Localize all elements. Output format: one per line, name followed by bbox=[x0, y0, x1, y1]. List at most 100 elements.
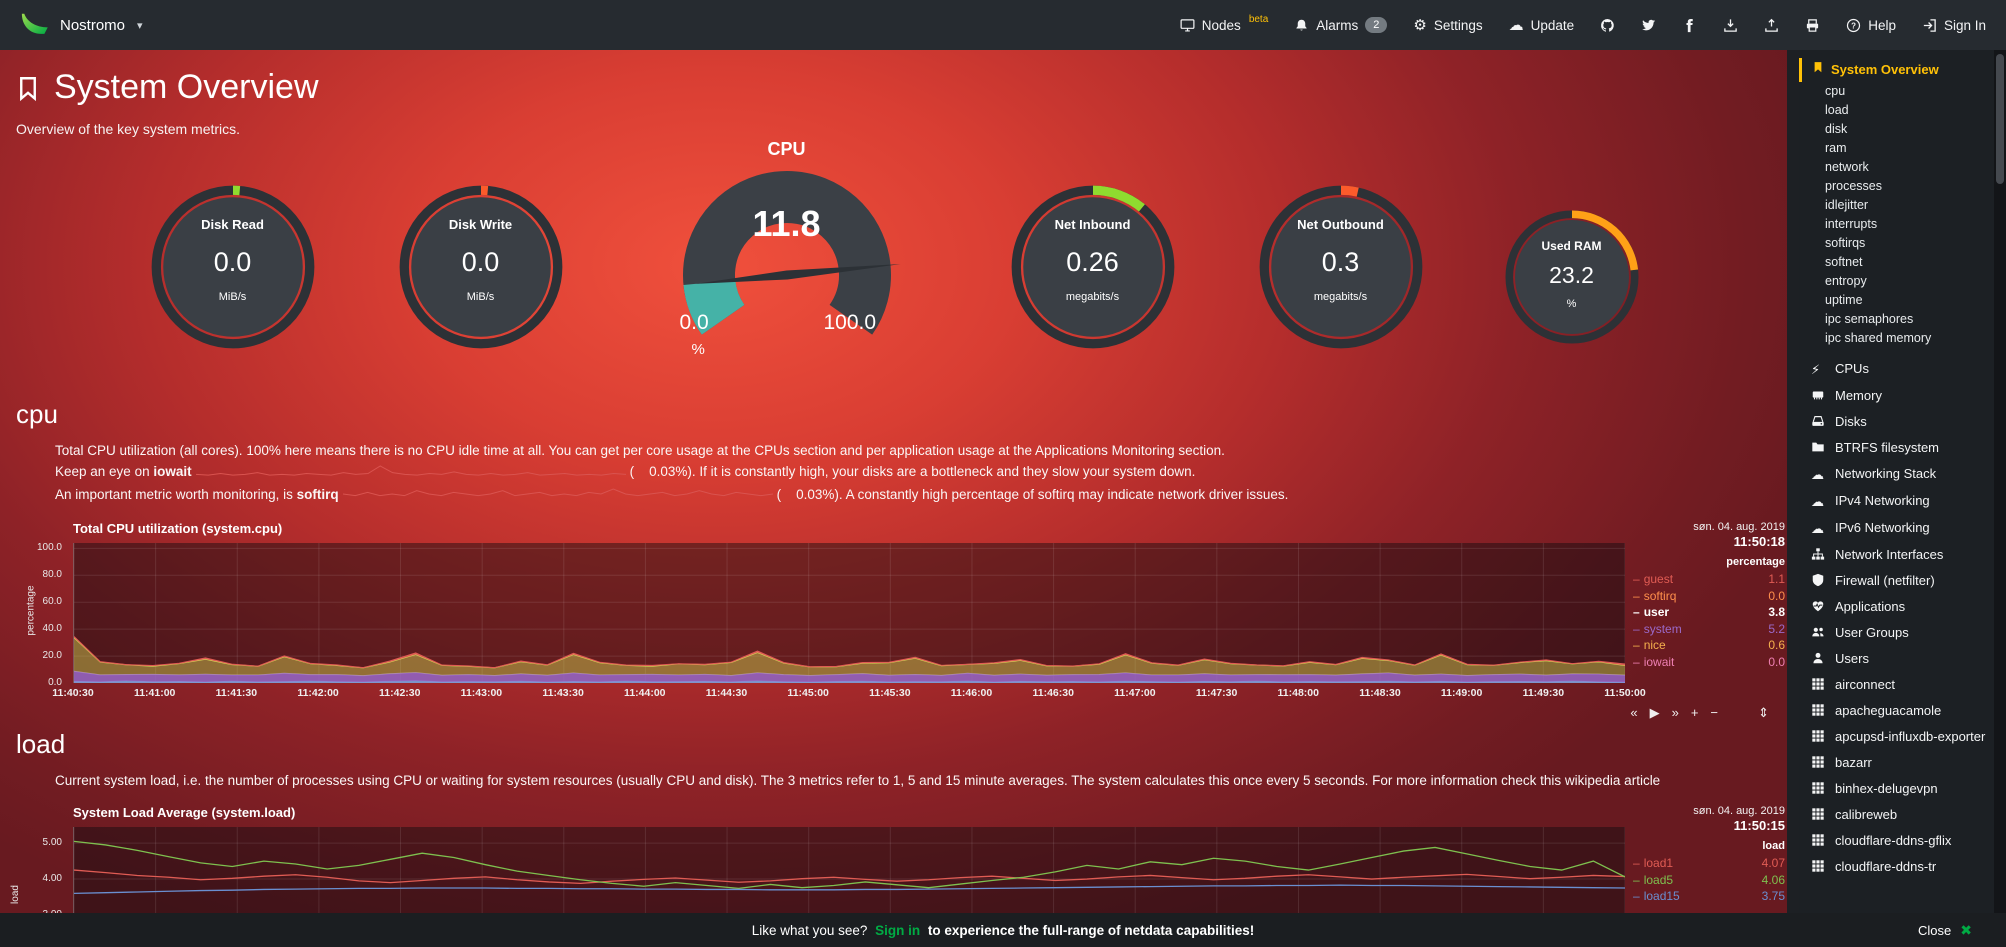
legend-row-nice[interactable]: – nice 0.6 bbox=[1633, 638, 1785, 652]
sidebar-anchor-system-overview[interactable]: System Overview bbox=[1799, 58, 1994, 82]
nav-nodes[interactable]: Nodes beta bbox=[1180, 14, 1268, 33]
sidebar-item-memory[interactable]: Memory bbox=[1799, 383, 1994, 409]
sidebar-item-airconnect[interactable]: airconnect bbox=[1799, 672, 1994, 698]
chart-plot[interactable] bbox=[73, 543, 1625, 683]
monitor-icon bbox=[1180, 18, 1195, 33]
footer-close-button[interactable]: Close ✖ bbox=[1918, 922, 1972, 939]
gauge-net-outbound[interactable]: Net Outbound 0.3 megabits/s bbox=[1248, 174, 1434, 360]
nav-update[interactable]: ☁ Update bbox=[1509, 18, 1575, 33]
sidebar-anchor-idlejitter[interactable]: idlejitter bbox=[1799, 196, 1994, 215]
brand[interactable]: Nostromo ▾ bbox=[20, 10, 143, 40]
nav-print[interactable] bbox=[1805, 18, 1820, 33]
sidebar-anchor-uptime[interactable]: uptime bbox=[1799, 291, 1994, 310]
gauge-label: Net Inbound bbox=[1054, 216, 1131, 232]
pan-backward-icon[interactable]: « bbox=[1630, 705, 1638, 720]
grid-icon bbox=[1811, 807, 1826, 821]
gauge-disk-write[interactable]: Disk Write 0.0 MiB/s bbox=[388, 174, 574, 360]
chart-legend: søn. 04. aug. 2019 11:50:15 load – load1 4.07… bbox=[1633, 805, 1785, 905]
chart-cpu[interactable]: Total CPU utilization (system.cpu) percen… bbox=[20, 521, 1787, 727]
legend-row-system[interactable]: – system 5.2 bbox=[1633, 621, 1785, 636]
github-icon bbox=[1600, 18, 1615, 33]
chart-yticks: 100.0 80.0 60.0 40.0 20.0 0.0 bbox=[36, 542, 62, 688]
sidebar-item-apacheguacamole[interactable]: apacheguacamole bbox=[1799, 698, 1994, 724]
iowait-sparkline[interactable] bbox=[195, 463, 626, 484]
sidebar-anchor-load[interactable]: load bbox=[1799, 101, 1994, 120]
pan-forward-icon[interactable]: » bbox=[1671, 705, 1679, 720]
sidebar-item-apcupsd-influxdb-exporter[interactable]: apcupsd-influxdb-exporter bbox=[1799, 724, 1994, 750]
legend-row-load15[interactable]: – load15 3.75 bbox=[1633, 889, 1785, 903]
nav-help[interactable]: ? Help bbox=[1846, 18, 1896, 33]
nav-alarms[interactable]: Alarms 2 bbox=[1294, 17, 1388, 33]
chart-resize-handle[interactable]: ⇕ bbox=[1758, 705, 1769, 720]
sidebar-item-firewall-netfilter[interactable]: Firewall (netfilter) bbox=[1799, 568, 1994, 594]
nav-settings[interactable]: ⚙ Settings bbox=[1413, 18, 1482, 33]
sidebar-anchor-label: idlejitter bbox=[1825, 198, 1869, 212]
sidebar-item-networking-stack[interactable]: ☁ Networking Stack bbox=[1799, 461, 1994, 488]
sidebar-anchor-softirqs[interactable]: softirqs bbox=[1799, 234, 1994, 253]
sidebar-anchor-ipc-shared-memory[interactable]: ipc shared memory bbox=[1799, 329, 1994, 348]
gauge-disk-read[interactable]: Disk Read 0.0 MiB/s bbox=[140, 174, 326, 360]
nav-label: Settings bbox=[1433, 17, 1483, 33]
sidebar-anchor-softnet[interactable]: softnet bbox=[1799, 253, 1994, 272]
sidebar-anchor-label: System Overview bbox=[1831, 62, 1939, 77]
nav-twitter[interactable] bbox=[1641, 18, 1656, 33]
sidebar-item-applications[interactable]: Applications bbox=[1799, 594, 1994, 620]
footer-banner: Like what you see? Sign in to experience… bbox=[0, 913, 2006, 947]
legend-row-user[interactable]: – user 3.8 bbox=[1633, 605, 1785, 619]
sidebar-anchor-disk[interactable]: disk bbox=[1799, 120, 1994, 139]
gauge-unit: % bbox=[1566, 298, 1577, 311]
nav-import[interactable] bbox=[1723, 18, 1738, 33]
scrollbar-thumb[interactable] bbox=[1996, 54, 2004, 184]
sidebar-item-ipv6-networking[interactable]: ☁ IPv6 Networking bbox=[1799, 515, 1994, 542]
cloud-icon: ☁ bbox=[1811, 494, 1824, 509]
softirq-sparkline[interactable] bbox=[342, 486, 773, 507]
sidebar-anchor-label: ram bbox=[1825, 141, 1847, 155]
zoom-out-icon[interactable]: − bbox=[1710, 705, 1718, 720]
legend-row-iowait[interactable]: – iowait 0.0 bbox=[1633, 654, 1785, 669]
sidebar-item-cloudflare-ddns-gflix[interactable]: cloudflare-ddns-gflix bbox=[1799, 828, 1994, 854]
sidebar-item-cpus[interactable]: ⚡ CPUs bbox=[1799, 356, 1994, 383]
grid-icon bbox=[1811, 703, 1826, 717]
nav-export[interactable] bbox=[1764, 18, 1779, 33]
chart-title: System Load Average (system.load) bbox=[73, 805, 296, 820]
legend-row-load1[interactable]: – load1 4.07 bbox=[1633, 856, 1785, 870]
beta-badge: beta bbox=[1248, 13, 1269, 25]
page-subtitle: Overview of the key system metrics. bbox=[16, 121, 241, 137]
page-scrollbar[interactable] bbox=[1994, 50, 2006, 947]
zoom-in-icon[interactable]: + bbox=[1690, 705, 1699, 720]
nav-facebook[interactable] bbox=[1682, 18, 1697, 33]
sidebar-anchor-processes[interactable]: processes bbox=[1799, 177, 1994, 196]
sidebar-anchor-cpu[interactable]: cpu bbox=[1799, 82, 1994, 101]
legend-row-load5[interactable]: – load5 4.06 bbox=[1633, 872, 1785, 887]
gauge-net-inbound[interactable]: Net Inbound 0.26 megabits/s bbox=[1000, 174, 1186, 360]
gauge-cpu[interactable]: CPU 11.8 0.0 100.0% bbox=[636, 139, 938, 375]
sidebar-anchor-ram[interactable]: ram bbox=[1799, 139, 1994, 158]
sidebar-anchor-entropy[interactable]: entropy bbox=[1799, 272, 1994, 291]
legend-row-softirq[interactable]: – softirq 0.0 bbox=[1633, 588, 1785, 603]
nav-signin[interactable]: Sign In bbox=[1922, 18, 1986, 33]
nav-label: Sign In bbox=[1943, 17, 1986, 33]
sidebar-item-user-groups[interactable]: User Groups bbox=[1799, 620, 1994, 646]
sidebar-anchor-interrupts[interactable]: interrupts bbox=[1799, 215, 1994, 234]
sidebar-item-label: BTRFS filesystem bbox=[1835, 440, 1940, 455]
play-icon[interactable]: ▶ bbox=[1649, 705, 1660, 720]
sidebar-item-disks[interactable]: Disks bbox=[1799, 409, 1994, 435]
legend-row-guest[interactable]: – guest 1.1 bbox=[1633, 572, 1785, 586]
sidebar-item-btrfs-filesystem[interactable]: BTRFS filesystem bbox=[1799, 435, 1994, 461]
sidebar-item-label: airconnect bbox=[1835, 677, 1895, 692]
gauge-used-ram[interactable]: Used RAM 23.2% bbox=[1496, 201, 1648, 353]
nav-github[interactable] bbox=[1600, 18, 1615, 33]
page-title: System Overview bbox=[16, 68, 1787, 107]
sidebar-item-ipv4-networking[interactable]: ☁ IPv4 Networking bbox=[1799, 488, 1994, 515]
sidebar-item-cloudflare-ddns-tr[interactable]: cloudflare-ddns-tr bbox=[1799, 854, 1994, 880]
sidebar-item-binhex-delugevpn[interactable]: binhex-delugevpn bbox=[1799, 776, 1994, 802]
sidebar-item-network-interfaces[interactable]: Network Interfaces bbox=[1799, 542, 1994, 568]
sidebar-item-bazarr[interactable]: bazarr bbox=[1799, 750, 1994, 776]
sidebar-anchor-ipc-semaphores[interactable]: ipc semaphores bbox=[1799, 310, 1994, 329]
sidebar-anchor-label: ipc semaphores bbox=[1825, 312, 1914, 326]
sidebar-item-users[interactable]: Users bbox=[1799, 646, 1994, 672]
sign-in-link[interactable]: Sign in bbox=[875, 922, 921, 938]
sidebar-item-calibreweb[interactable]: calibreweb bbox=[1799, 802, 1994, 828]
sidebar-anchor-network[interactable]: network bbox=[1799, 158, 1994, 177]
sidebar-item-label: cloudflare-ddns-gflix bbox=[1835, 833, 1952, 848]
